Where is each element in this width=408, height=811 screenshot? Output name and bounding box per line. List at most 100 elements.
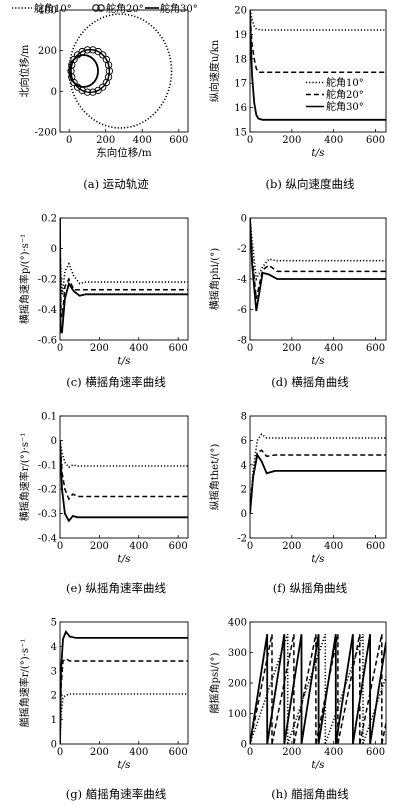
y-tick-label: 100 <box>228 709 247 720</box>
y-tick-label: 0 <box>51 436 57 447</box>
x-tick-label: 200 <box>96 135 115 146</box>
y-tick-label: 0 <box>51 244 57 255</box>
y-tick-label: 5 <box>51 618 57 629</box>
x-tick-label: 600 <box>169 747 188 758</box>
subfigure-caption: (c) 横摇角速率曲线 <box>66 375 166 389</box>
y-axis-label: 艏摇角psi/(°) <box>208 652 221 713</box>
x-tick-label: 400 <box>133 135 152 146</box>
y-axis-label: 纵摇角thet/(°) <box>208 444 221 511</box>
x-tick-label: 0 <box>247 541 253 552</box>
x-axis-label: t/s <box>117 759 131 771</box>
y-axis-label: 横摇角速率p/(°)·s⁻¹ <box>18 234 31 324</box>
chart-panel-h: 0 200 400 6000100200300400t/s艏摇角psi/(°)(h) … <box>208 618 387 801</box>
x-tick-label: 400 <box>324 135 343 146</box>
x-axis-label: t/s <box>311 355 325 367</box>
y-tick-label: 3 <box>51 666 57 677</box>
series-line-1 <box>250 10 386 31</box>
y-tick-label: 20 <box>234 6 247 17</box>
plot-area <box>60 218 188 334</box>
subfigure-caption: (d) 横摇角曲线 <box>271 375 349 389</box>
legend-label: 舵角20° <box>326 88 364 101</box>
y-tick-label: 300 <box>228 648 247 659</box>
series-line-3 <box>250 218 386 312</box>
y-axis-label: 艏摇角速率r/(°)·s⁻¹ <box>18 639 31 728</box>
chart-panel-b: 0 200 400 600 15 16 17 18 19 20 t/s 纵向速度u/kn (b) 纵向速… <box>208 6 387 191</box>
y-tick-label: 17 <box>234 79 247 90</box>
y-tick-label: 200 <box>228 679 247 690</box>
series-line-2 <box>250 218 386 299</box>
y-tick-label: 200 <box>38 46 57 57</box>
series-marker <box>89 88 97 96</box>
y-tick-label: 2 <box>51 691 57 702</box>
x-axis-label: t/s <box>117 355 131 367</box>
legend-marker <box>97 4 105 12</box>
y-tick-label: 0.2 <box>41 214 57 225</box>
legend-label: 舵角10° <box>326 76 364 89</box>
series-line-3 <box>250 452 386 514</box>
y-tick-label: 0 <box>51 87 57 98</box>
series-line-3 <box>60 218 188 334</box>
subfigure-caption: (e) 纵摇角速率曲线 <box>66 581 166 595</box>
x-tick-label: 200 <box>282 135 301 146</box>
y-tick-label: 8 <box>241 412 247 423</box>
x-tick-label: 600 <box>169 541 188 552</box>
x-axis-label: t/s <box>311 759 325 771</box>
x-tick-label: 200 <box>282 541 301 552</box>
x-tick-label: 600 <box>169 135 188 146</box>
plot-area <box>250 633 386 744</box>
x-tick-label: 0 <box>66 135 72 146</box>
x-tick-label: 200 <box>282 343 301 354</box>
legend-marker <box>92 4 100 12</box>
series-line-3 <box>250 634 386 744</box>
legend-label: 舵角30° <box>160 2 198 15</box>
series-line-2 <box>250 10 386 73</box>
series-line-3 <box>60 440 188 523</box>
x-tick-label: 0 <box>247 343 253 354</box>
series-marker <box>70 55 78 64</box>
series-line-2 <box>60 233 188 318</box>
x-tick-label: 200 <box>90 541 109 552</box>
x-tick-label: 600 <box>366 343 385 354</box>
y-tick-label: 15 <box>234 128 247 139</box>
series-line-1 <box>60 693 188 744</box>
x-tick-label: 0 <box>247 135 253 146</box>
series-marker <box>104 61 113 69</box>
series-line-1 <box>60 248 188 295</box>
plot-area <box>250 10 386 121</box>
plot-frame <box>59 415 189 539</box>
y-axis-label: 横摇角速率r/(°)·s⁻¹ <box>18 433 31 522</box>
chart-panel-c: 0 200 400 600 -0.6 -0.4 -0.2 0 0.2 t/s 横摇角速率p/(°)·… <box>18 214 189 389</box>
x-tick-label: 400 <box>129 747 148 758</box>
y-tick-label: 2 <box>241 485 247 496</box>
plot-area <box>60 440 188 523</box>
series-line-1 <box>250 433 386 514</box>
y-tick-label: 0.1 <box>41 412 57 423</box>
x-tick-label: 600 <box>366 541 385 552</box>
y-tick-label: 0 <box>241 740 247 751</box>
y-tick-label: -8 <box>237 336 247 347</box>
y-tick-label: -0.2 <box>38 485 57 496</box>
y-tick-label: 4 <box>51 642 57 653</box>
x-tick-label: 400 <box>324 747 343 758</box>
y-tick-label: -0.4 <box>38 305 57 316</box>
x-tick-label: 0 <box>57 541 63 552</box>
y-tick-label: 4 <box>241 460 247 471</box>
x-tick-label: 600 <box>366 747 385 758</box>
plot-frame <box>59 621 189 745</box>
x-axis-label: t/s <box>311 147 325 159</box>
chart-panel-e: 0 200 400 600 -0.4 -0.3 -0.2 -0.1 0 0.1 t/s 横摇角速率r/… <box>18 412 189 595</box>
x-tick-label: 400 <box>324 343 343 354</box>
subfigure-caption: (b) 纵向速度曲线 <box>266 177 355 191</box>
subfigure-caption: (a) 运动轨迹 <box>83 177 149 191</box>
series-line-1 <box>250 218 386 282</box>
y-tick-label: -0.3 <box>38 509 57 520</box>
legend-label: 舵角10° <box>34 2 72 15</box>
y-tick-label: -2 <box>237 534 247 545</box>
series-line-2 <box>70 48 111 94</box>
y-tick-label: 400 <box>38 6 57 17</box>
x-tick-label: 200 <box>282 747 301 758</box>
series-line-3 <box>60 630 188 744</box>
x-axis-label: t/s <box>117 553 131 565</box>
series-marker <box>83 46 92 54</box>
x-tick-label: 600 <box>169 343 188 354</box>
